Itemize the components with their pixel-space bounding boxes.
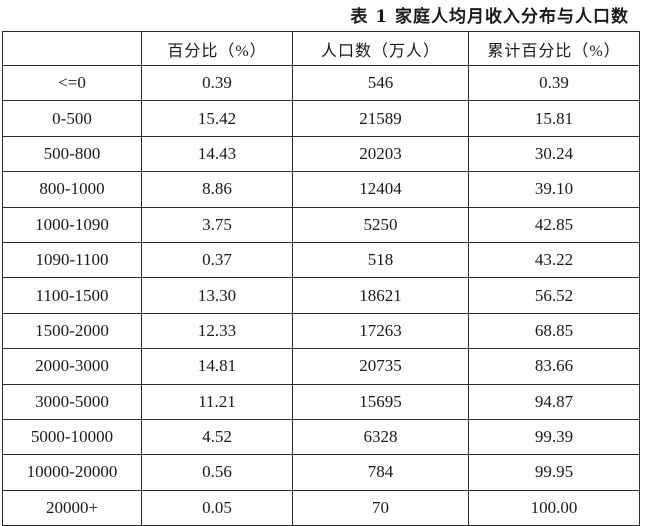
cell-population: 12404 [292,171,469,208]
header-cumulative-percentage: 累计百分比（%） [468,31,640,66]
table-row: 800-1000 8.86 12404 39.10 [2,171,640,208]
cell-income-range: 1000-1090 [2,206,142,243]
header-percentage: 百分比（%） [141,31,293,66]
cell-population: 18621 [292,277,469,314]
cell-population: 6328 [292,418,469,456]
table-row: 3000-5000 11.21 15695 94.87 [2,383,640,420]
header-income-range [2,31,142,66]
cell-population: 20735 [292,348,469,385]
header-population: 人口数（万人） [292,31,469,66]
cell-percentage: 3.75 [141,206,293,243]
table-row: 1000-1090 3.75 5250 42.85 [2,206,640,243]
cell-cumulative-percentage: 94.87 [468,383,640,420]
table-caption: 表 1 家庭人均月收入分布与人口数 [350,7,629,27]
table-row: 1090-1100 0.37 518 43.22 [2,241,640,279]
cell-income-range: 2000-3000 [2,348,142,385]
cell-percentage: 0.05 [141,489,293,526]
cell-cumulative-percentage: 99.95 [468,454,640,491]
cell-population: 518 [292,241,469,279]
cell-income-range: 5000-10000 [2,418,142,456]
cell-cumulative-percentage: 56.52 [468,277,640,314]
cell-percentage: 4.52 [141,418,293,456]
table-header-row: 百分比（%） 人口数（万人） 累计百分比（%） [2,31,640,66]
cell-income-range: 1500-2000 [2,312,142,350]
cell-income-range: 10000-20000 [2,454,142,491]
cell-percentage: 12.33 [141,312,293,350]
cell-percentage: 13.30 [141,277,293,314]
cell-cumulative-percentage: 15.81 [468,100,640,137]
cell-population: 20203 [292,135,469,173]
cell-population: 21589 [292,100,469,137]
cell-cumulative-percentage: 30.24 [468,135,640,173]
table-row: 1100-1500 13.30 18621 56.52 [2,277,640,314]
cell-percentage: 14.43 [141,135,293,173]
table-row: 1500-2000 12.33 17263 68.85 [2,312,640,350]
cell-income-range: 1100-1500 [2,277,142,314]
cell-cumulative-percentage: 83.66 [468,348,640,385]
cell-percentage: 8.86 [141,171,293,208]
table-row: 2000-3000 14.81 20735 83.66 [2,348,640,385]
cell-percentage: 0.39 [141,64,293,102]
cell-population: 784 [292,454,469,491]
cell-population: 5250 [292,206,469,243]
cell-income-range: 3000-5000 [2,383,142,420]
cell-population: 70 [292,489,469,526]
table-row: 0-500 15.42 21589 15.81 [2,100,640,137]
cell-cumulative-percentage: 39.10 [468,171,640,208]
cell-income-range: 0-500 [2,100,142,137]
cell-population: 17263 [292,312,469,350]
cell-percentage: 0.37 [141,241,293,279]
cell-percentage: 14.81 [141,348,293,385]
cell-income-range: 500-800 [2,135,142,173]
income-distribution-table: 百分比（%） 人口数（万人） 累计百分比（%） <=0 0.39 546 0.3… [2,31,640,526]
table-row: 10000-20000 0.56 784 99.95 [2,454,640,491]
table-row: <=0 0.39 546 0.39 [2,64,640,102]
cell-cumulative-percentage: 99.39 [468,418,640,456]
cell-percentage: 15.42 [141,100,293,137]
cell-percentage: 0.56 [141,454,293,491]
cell-percentage: 11.21 [141,383,293,420]
cell-cumulative-percentage: 42.85 [468,206,640,243]
cell-income-range: 800-1000 [2,171,142,208]
cell-cumulative-percentage: 0.39 [468,64,640,102]
cell-population: 15695 [292,383,469,420]
cell-cumulative-percentage: 68.85 [468,312,640,350]
cell-population: 546 [292,64,469,102]
cell-income-range: <=0 [2,64,142,102]
table-row: 5000-10000 4.52 6328 99.39 [2,418,640,456]
table-row: 20000+ 0.05 70 100.00 [2,489,640,526]
cell-income-range: 1090-1100 [2,241,142,279]
cell-cumulative-percentage: 43.22 [468,241,640,279]
cell-income-range: 20000+ [2,489,142,526]
table-row: 500-800 14.43 20203 30.24 [2,135,640,173]
cell-cumulative-percentage: 100.00 [468,489,640,526]
